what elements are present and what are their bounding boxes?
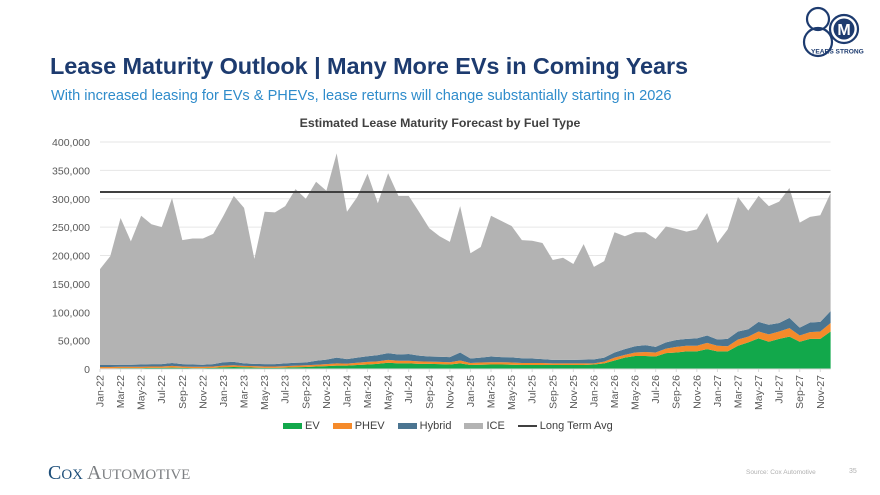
x-tick-label: Nov-22 xyxy=(197,375,209,409)
page-title: Lease Maturity Outlook | Many More EVs i… xyxy=(50,53,689,79)
y-tick-label: 250,000 xyxy=(52,222,90,234)
brand-letters: OX xyxy=(61,467,84,483)
legend-swatch-ice xyxy=(464,423,484,429)
lease-maturity-chart: 0 50,000 100,000 150,000 200,000 250,000 300,0… xyxy=(52,137,831,410)
x-tick-label: Sep-24 xyxy=(424,375,436,409)
x-tick-label: Jan-26 xyxy=(588,375,600,407)
logo-eight-top-ring xyxy=(805,6,831,32)
x-tick-label: Mar-27 xyxy=(732,375,744,408)
legend-label-phev: PHEV xyxy=(354,420,385,432)
x-tick-label: Sep-26 xyxy=(671,375,683,409)
legend-label-ice: ICE xyxy=(486,420,505,432)
y-tick-label: 200,000 xyxy=(52,251,90,263)
x-tick-label: Sep-25 xyxy=(547,375,559,409)
x-tick-label: May-23 xyxy=(259,375,271,410)
area-ice xyxy=(100,153,831,366)
legend-swatch-ev xyxy=(283,423,302,429)
x-tick-label: Mar-24 xyxy=(362,375,374,408)
page-subtitle: With increased leasing for EVs & PHEVs, … xyxy=(51,88,672,104)
logo-m-disc xyxy=(833,18,855,40)
y-tick-label: 150,000 xyxy=(52,279,90,291)
x-tick-label: Jan-25 xyxy=(465,375,477,407)
x-tick-label: Nov-23 xyxy=(321,375,333,409)
x-tick-label: Jan-24 xyxy=(341,375,353,407)
legend-swatch-long-term-avg xyxy=(517,425,537,427)
y-tick-label: 300,000 xyxy=(52,194,90,206)
x-tick-label: Jan-22 xyxy=(95,375,107,407)
legend-item-ice: ICE xyxy=(464,420,505,432)
x-tick-label: May-25 xyxy=(506,375,518,410)
logo-m-letter: M xyxy=(837,22,850,39)
legend-item-phev: PHEV xyxy=(332,420,385,432)
x-tick-label: Nov-27 xyxy=(815,375,827,409)
area-hybrid xyxy=(100,311,831,368)
brand-letters-2: UTOMOTIVE xyxy=(101,467,191,483)
page-number: 35 xyxy=(849,468,857,475)
legend-label-long-term-avg: Long Term Avg xyxy=(539,420,613,432)
cox-automotive-logo: COX AUTOMOTIVE xyxy=(48,462,190,485)
y-tick-label: 350,000 xyxy=(52,165,90,177)
x-tick-label: Jul-22 xyxy=(156,375,168,404)
legend-item-long-term-avg: Long Term Avg xyxy=(517,420,613,432)
x-tick-label: May-24 xyxy=(383,375,395,410)
x-tick-label: Nov-24 xyxy=(444,375,456,409)
x-tick-label: Jul-23 xyxy=(280,375,292,404)
80-years-strong-logo: M YEARS STRONG xyxy=(802,6,864,58)
brand-letter-2: A xyxy=(87,462,102,484)
x-tick-label: Nov-26 xyxy=(691,375,703,409)
y-tick-label: 400,000 xyxy=(52,137,90,149)
x-tick-label: Jul-25 xyxy=(527,375,539,404)
legend-label-hybrid: Hybrid xyxy=(419,420,452,432)
x-tick-label: Sep-27 xyxy=(794,375,806,409)
x-tick-label: Mar-22 xyxy=(115,375,127,408)
brand-letter: C xyxy=(48,462,62,484)
y-tick-label: 0 xyxy=(84,364,90,376)
x-tick-label: May-27 xyxy=(753,375,765,410)
x-tick-label: Mar-25 xyxy=(486,375,498,408)
x-tick-label: Jul-24 xyxy=(403,375,415,404)
x-tick-label: Nov-25 xyxy=(568,375,580,409)
logo-years-strong-text: YEARS STRONG xyxy=(811,49,864,56)
legend-label-ev: EV xyxy=(305,420,320,432)
x-tick-label: May-26 xyxy=(630,375,642,410)
legend-swatch-hybrid xyxy=(397,423,417,429)
y-tick-label: 50,000 xyxy=(58,336,90,348)
x-tick-label: May-22 xyxy=(136,375,148,410)
x-tick-label: Sep-23 xyxy=(300,375,312,409)
legend-item-hybrid: Hybrid xyxy=(397,420,452,432)
x-tick-label: Mar-26 xyxy=(609,375,621,408)
x-tick-label: Sep-22 xyxy=(177,375,189,409)
area-ev xyxy=(100,331,831,369)
logo-eight-bottom-ring xyxy=(802,26,834,58)
legend-item-ev: EV xyxy=(283,420,320,432)
x-tick-label: Mar-23 xyxy=(239,375,251,408)
x-tick-label: Jan-23 xyxy=(218,375,230,407)
y-tick-label: 100,000 xyxy=(52,307,90,319)
x-tick-label: Jul-27 xyxy=(774,375,786,404)
source-note: Source: Cox Automotive xyxy=(746,469,816,476)
chart-legend: EV PHEV Hybrid ICE Long Term Avg xyxy=(283,420,626,432)
chart-title: Estimated Lease Maturity Forecast by Fue… xyxy=(299,116,581,130)
x-tick-label: Jan-27 xyxy=(712,375,724,407)
legend-swatch-phev xyxy=(332,423,352,429)
x-tick-label: Jul-26 xyxy=(650,375,662,404)
